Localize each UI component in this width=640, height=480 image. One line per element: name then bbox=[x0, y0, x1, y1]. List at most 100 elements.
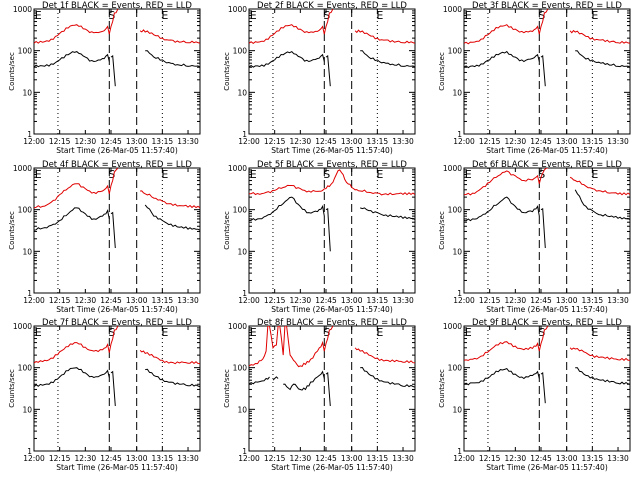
x-tick-label: 12:30 bbox=[75, 454, 97, 463]
y-tick-label: 100 bbox=[448, 364, 463, 373]
panel-title: Det 8f BLACK = Events, RED = LLD bbox=[257, 318, 407, 328]
x-tick-label: 12:00 bbox=[23, 296, 45, 305]
x-tick-label: 12:00 bbox=[453, 454, 475, 463]
y-tick-label: 1000 bbox=[13, 5, 32, 14]
series-events-line bbox=[464, 367, 630, 404]
y-tick-label: 10 bbox=[22, 405, 32, 414]
y-tick-label: 1 bbox=[242, 289, 247, 298]
x-tick-label: 12:00 bbox=[238, 137, 260, 146]
axes-frame bbox=[463, 325, 631, 452]
marker-label-E: E bbox=[161, 9, 168, 22]
x-tick-label: 12:15 bbox=[264, 296, 286, 305]
marker-label-E: E bbox=[250, 168, 257, 181]
series-events-line bbox=[34, 50, 200, 87]
y-tick-label: 1000 bbox=[228, 5, 247, 14]
x-tick-label: 13:30 bbox=[177, 137, 199, 146]
y-tick-label: 1 bbox=[27, 447, 32, 456]
y-tick-label: 10 bbox=[237, 88, 247, 97]
x-tick-label: 12:15 bbox=[479, 454, 501, 463]
series-events-line bbox=[34, 367, 200, 407]
marker-label-S: S bbox=[323, 9, 330, 22]
axes-frame bbox=[248, 167, 416, 294]
x-tick-label: 12:30 bbox=[75, 296, 97, 305]
y-tick-label: 10 bbox=[452, 88, 462, 97]
x-tick-label: 12:45 bbox=[100, 296, 122, 305]
marker-label-E: E bbox=[35, 168, 42, 181]
marker-label-E: E bbox=[376, 9, 383, 22]
x-tick-label: 12:15 bbox=[479, 296, 501, 305]
axes-frame bbox=[33, 8, 201, 135]
axes-frame bbox=[33, 325, 201, 452]
x-tick-label: 12:15 bbox=[264, 454, 286, 463]
x-axis-label: Start Time (26-Mar-05 11:57:40) bbox=[271, 463, 393, 472]
x-tick-label: 13:15 bbox=[582, 454, 604, 463]
panel-title: Det 6f BLACK = Events, RED = LLD bbox=[472, 160, 622, 170]
x-tick-label: 13:30 bbox=[177, 454, 199, 463]
x-tick-label: 12:45 bbox=[530, 454, 552, 463]
y-tick-label: 10 bbox=[22, 247, 32, 256]
x-tick-label: 13:15 bbox=[152, 454, 174, 463]
x-tick-label: 13:00 bbox=[126, 454, 148, 463]
panel-data bbox=[464, 168, 630, 249]
y-tick-label: 1000 bbox=[13, 164, 32, 173]
x-tick-label: 13:00 bbox=[341, 296, 363, 305]
x-tick-label: 12:00 bbox=[238, 454, 260, 463]
y-tick-label: 100 bbox=[448, 47, 463, 56]
y-tick-label: 10 bbox=[237, 405, 247, 414]
y-tick-label: 1000 bbox=[228, 164, 247, 173]
x-axis-label: Start Time (26-Mar-05 11:57:40) bbox=[486, 305, 608, 314]
axes-frame bbox=[248, 8, 416, 135]
marker-label-E: E bbox=[250, 9, 257, 22]
x-tick-label: 13:30 bbox=[607, 454, 629, 463]
y-tick-label: 100 bbox=[233, 47, 248, 56]
series-lld-line bbox=[249, 169, 415, 196]
marker-label-S: S bbox=[108, 326, 115, 339]
axes-frame bbox=[33, 167, 201, 294]
x-tick-label: 13:30 bbox=[607, 296, 629, 305]
marker-label-E: E bbox=[465, 326, 472, 339]
panel-data bbox=[249, 326, 415, 407]
panel-data bbox=[464, 9, 630, 87]
series-lld-line bbox=[464, 9, 630, 45]
marker-label-S: S bbox=[538, 326, 545, 339]
x-tick-label: 12:15 bbox=[49, 137, 71, 146]
x-tick-label: 12:30 bbox=[505, 454, 527, 463]
series-lld-line bbox=[34, 9, 200, 44]
x-axis-label: Start Time (26-Mar-05 11:57:40) bbox=[486, 463, 608, 472]
marker-label-S: S bbox=[323, 168, 330, 181]
y-tick-label: 1 bbox=[457, 289, 462, 298]
x-tick-label: 12:45 bbox=[530, 296, 552, 305]
x-tick-label: 13:15 bbox=[152, 137, 174, 146]
x-tick-label: 13:00 bbox=[341, 454, 363, 463]
y-tick-label: 1000 bbox=[443, 322, 462, 331]
x-axis-label: Start Time (26-Mar-05 11:57:40) bbox=[56, 305, 178, 314]
series-lld-line bbox=[34, 326, 200, 365]
x-tick-label: 12:30 bbox=[505, 137, 527, 146]
panel-title: Det 3f BLACK = Events, RED = LLD bbox=[472, 1, 622, 11]
x-axis-label: Start Time (26-Mar-05 11:57:40) bbox=[56, 146, 178, 155]
x-tick-label: 12:15 bbox=[49, 454, 71, 463]
marker-label-E: E bbox=[250, 326, 257, 339]
marker-label-E: E bbox=[591, 9, 598, 22]
y-tick-label: 100 bbox=[18, 47, 33, 56]
x-tick-label: 12:45 bbox=[100, 454, 122, 463]
y-tick-label: 1 bbox=[242, 447, 247, 456]
x-tick-label: 13:15 bbox=[367, 296, 389, 305]
marker-label-S: S bbox=[108, 168, 115, 181]
x-tick-label: 12:45 bbox=[530, 137, 552, 146]
marker-label-E: E bbox=[35, 9, 42, 22]
y-tick-label: 1000 bbox=[228, 322, 247, 331]
panel-title: Det 7f BLACK = Events, RED = LLD bbox=[42, 318, 192, 328]
marker-label-E: E bbox=[591, 326, 598, 339]
x-tick-label: 13:00 bbox=[556, 454, 578, 463]
x-tick-label: 12:45 bbox=[100, 137, 122, 146]
y-tick-label: 10 bbox=[452, 405, 462, 414]
series-events-line bbox=[249, 196, 415, 252]
